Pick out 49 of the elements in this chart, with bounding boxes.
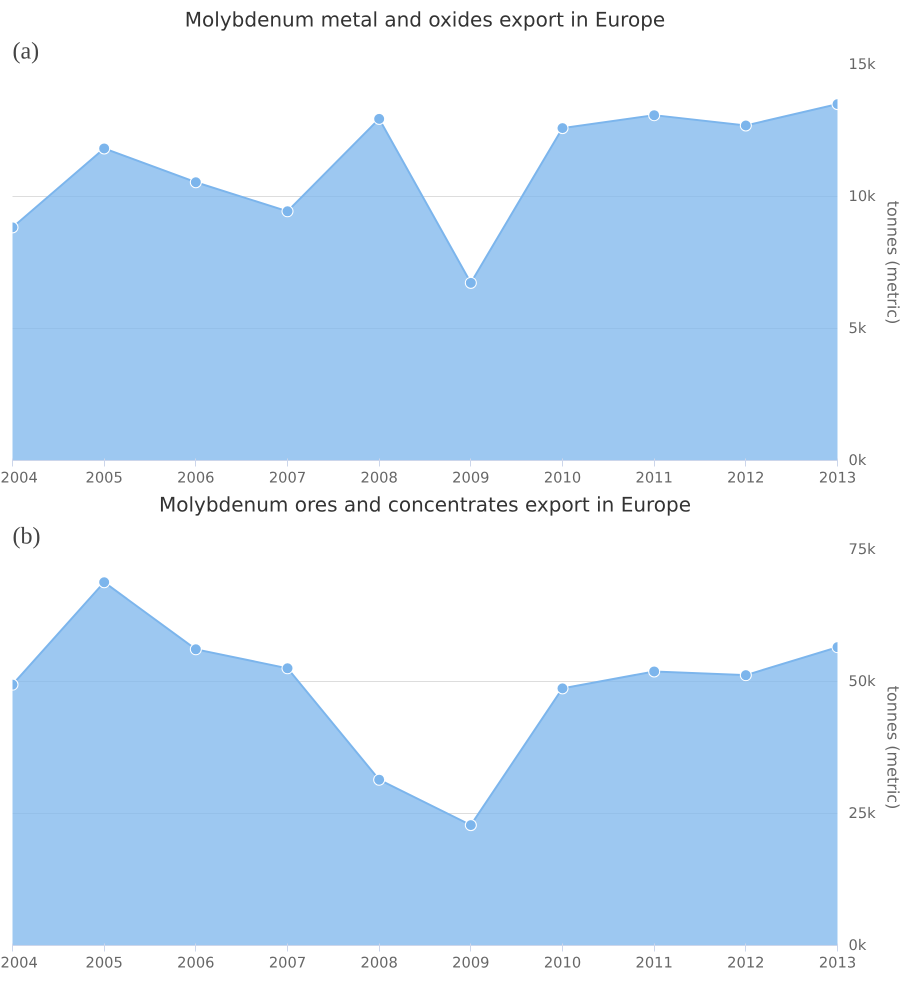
x-tick-label: 2004 <box>0 470 38 486</box>
x-tick-label: 2013 <box>818 954 856 972</box>
x-tick-label: 2007 <box>268 470 306 486</box>
y-axis-title: tonnes (metric) <box>884 686 903 810</box>
x-tick-label: 2008 <box>360 954 398 972</box>
point <box>464 819 477 832</box>
point <box>282 205 294 218</box>
x-tick-label: 2006 <box>177 470 214 486</box>
point <box>190 643 202 656</box>
point <box>556 122 568 134</box>
y-tick-label: 0k <box>848 937 867 954</box>
x-tick-label: 2011 <box>636 954 673 972</box>
point <box>556 682 568 694</box>
x-tick-label: 2012 <box>727 954 764 972</box>
chart-title: Molybdenum ores and concentrates export in Europe <box>158 492 692 516</box>
chart-title: Molybdenum metal and oxides export in Europe <box>184 8 666 32</box>
y-tick-label: 10k <box>848 188 876 205</box>
point <box>190 176 202 188</box>
y-tick-label: 15k <box>848 56 876 73</box>
point <box>740 119 752 132</box>
x-tick-label: 2007 <box>268 954 306 972</box>
y-axis-title: tonnes (metric) <box>884 200 903 324</box>
point <box>98 142 110 154</box>
x-tick-label: 2005 <box>86 470 123 486</box>
x-tick-label: 2011 <box>636 470 673 486</box>
x-tick-label: 2009 <box>452 954 490 972</box>
x-tick-label: 2004 <box>0 954 38 972</box>
x-tick-label: 2005 <box>86 954 123 972</box>
annotation: (a) <box>12 38 40 64</box>
y-tick-label: 50k <box>848 673 876 690</box>
point <box>373 112 386 125</box>
x-tick-label: 2010 <box>544 470 582 486</box>
y-tick-label: 75k <box>848 541 876 558</box>
x-tick-label: 2006 <box>177 954 214 972</box>
point <box>373 774 386 786</box>
point <box>740 669 752 682</box>
point <box>98 576 110 588</box>
x-tick-label: 2009 <box>452 470 490 486</box>
x-tick-label: 2010 <box>544 954 582 972</box>
x-tick-label: 2008 <box>360 470 398 486</box>
point <box>464 276 477 289</box>
annotation: (b) <box>12 524 40 550</box>
y-tick-label: 25k <box>848 805 876 822</box>
y-tick-label: 0k <box>848 452 867 469</box>
x-tick-label: 2012 <box>727 470 764 486</box>
point <box>282 662 294 674</box>
point <box>648 109 660 122</box>
x-tick-label: 2013 <box>818 470 856 486</box>
y-tick-label: 5k <box>848 320 867 337</box>
